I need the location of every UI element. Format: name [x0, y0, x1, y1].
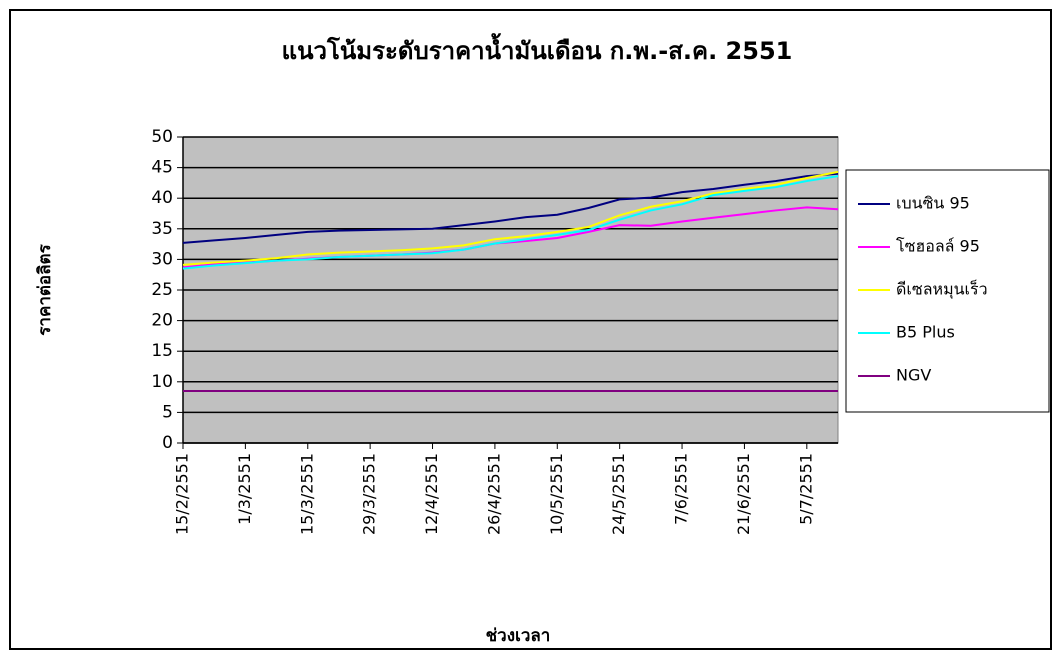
y-tick-label: 0 [162, 433, 173, 453]
x-tick-label: 12/4/2551 [422, 453, 441, 535]
legend-label: B5 Plus [896, 323, 955, 342]
series-line [182, 172, 839, 244]
y-tick-label: 15 [151, 341, 173, 361]
y-tick-label: 45 [151, 158, 173, 178]
y-tick-label: 30 [151, 249, 173, 269]
series-line [182, 175, 839, 270]
y-tick-label: 50 [151, 127, 173, 147]
x-tick-label: 15/3/2551 [297, 453, 316, 535]
legend-label: เบนซิน 95 [896, 194, 970, 213]
x-tick-label: 24/5/2551 [609, 453, 628, 535]
x-tick-label: 21/6/2551 [734, 453, 753, 535]
y-tick-label: 40 [151, 188, 173, 208]
y-tick-label: 20 [151, 311, 173, 331]
x-tick-label: 15/2/2551 [173, 453, 192, 535]
x-tick-label: 5/7/2551 [796, 453, 815, 525]
legend-label: NGV [896, 366, 931, 385]
legend-label: โซฮอลล์ 95 [896, 237, 980, 256]
legend-label: ดีเซลหมุนเร็ว [896, 279, 988, 300]
x-tick-label: 1/3/2551 [235, 453, 254, 525]
chart-title: แนวโน้มระดับราคาน้ำมันเดือน ก.พ.-ส.ค. 25… [282, 32, 793, 65]
y-tick-label: 25 [151, 280, 173, 300]
y-tick-label: 10 [151, 372, 173, 392]
x-axis-label: ช่วงเวลา [486, 626, 551, 646]
x-tick-label: 10/5/2551 [547, 453, 566, 535]
x-tick-label: 26/4/2551 [484, 453, 503, 535]
x-tick-label: 7/6/2551 [672, 453, 691, 525]
series-line [182, 170, 839, 266]
x-tick-label: 29/3/2551 [360, 453, 379, 535]
y-tick-label: 35 [151, 219, 173, 239]
y-tick-label: 5 [162, 402, 173, 422]
y-axis-label: ราคาต่อลิตร [35, 243, 55, 335]
